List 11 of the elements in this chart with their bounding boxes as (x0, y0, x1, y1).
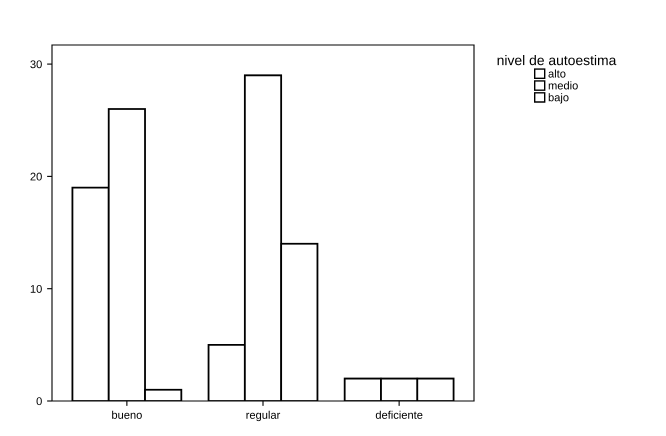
legend-title: nivel de autoestima (498, 55, 616, 66)
x-tick-label: deficiente (376, 410, 422, 419)
legend-label: alto (548, 69, 566, 78)
legend-label: medio (548, 81, 578, 90)
y-tick-label: 30 (30, 60, 42, 68)
y-tick-label: 20 (30, 172, 42, 181)
y-tick-label: 0 (36, 397, 42, 406)
y-tick-label: 10 (30, 284, 42, 293)
x-tick-label: bueno (112, 410, 142, 419)
x-tick-label: regular (246, 410, 280, 422)
legend-label: bajo (548, 93, 569, 104)
